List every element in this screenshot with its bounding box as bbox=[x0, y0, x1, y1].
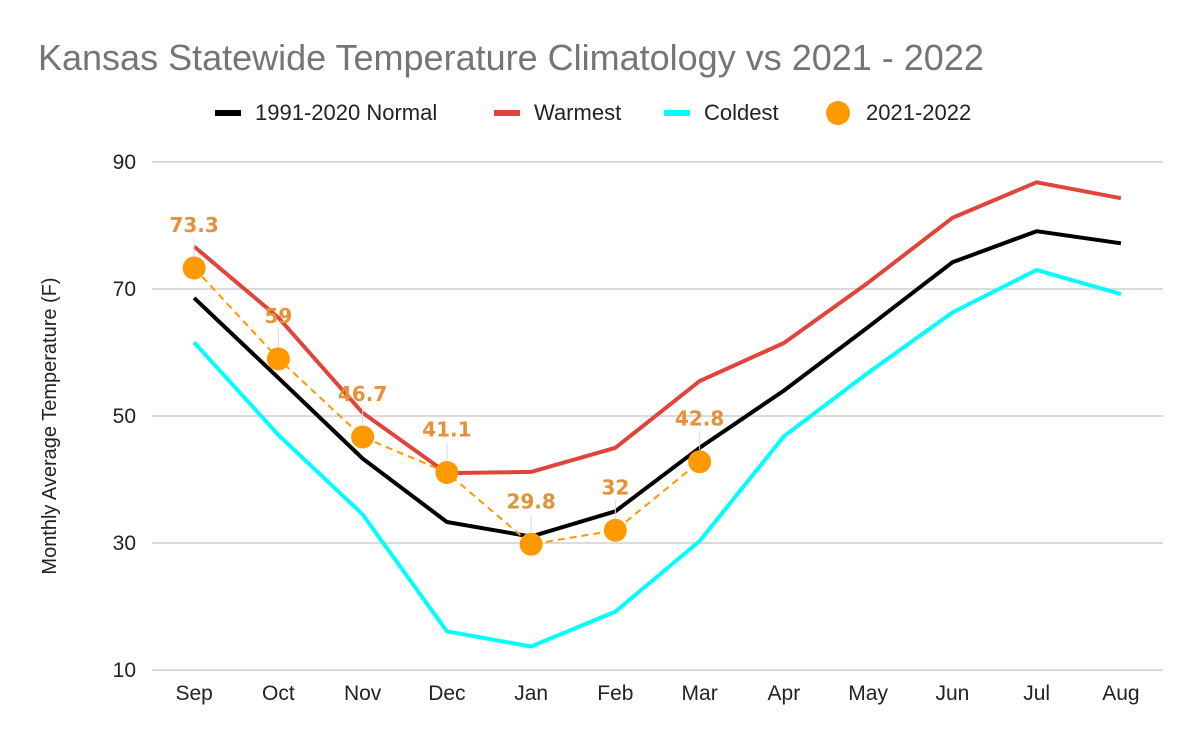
legend: 1991-2020 Normal Warmest Coldest 2021-2022 bbox=[215, 100, 971, 125]
legend-item-warmest: Warmest bbox=[494, 100, 621, 125]
data-point-current bbox=[435, 461, 459, 485]
y-axis-label: Monthly Average Temperature (F) bbox=[39, 277, 61, 574]
data-point-current bbox=[266, 347, 290, 371]
y-axis-ticks: 10 30 50 70 90 bbox=[113, 151, 136, 682]
data-label: 42.8 bbox=[675, 407, 724, 431]
legend-label: 2021-2022 bbox=[866, 100, 971, 125]
x-tick-label: Dec bbox=[428, 682, 465, 705]
series-line-coldest bbox=[192, 267, 1122, 649]
chart-title: Kansas Statewide Temperature Climatology… bbox=[38, 37, 984, 78]
y-tick-label: 30 bbox=[113, 532, 136, 555]
x-tick-label: Jan bbox=[514, 682, 548, 705]
series-layer bbox=[182, 180, 1122, 649]
x-tick-label: May bbox=[848, 682, 888, 705]
legend-item-normal: 1991-2020 Normal bbox=[215, 100, 437, 125]
y-tick-label: 70 bbox=[113, 278, 136, 301]
series-line-warmest bbox=[192, 180, 1122, 476]
legend-label: Coldest bbox=[704, 100, 779, 125]
x-axis-ticks: Sep Oct Nov Dec Jan Feb Mar Apr May Jun Jul Aug bbox=[175, 682, 1139, 705]
x-tick-label: Feb bbox=[597, 682, 633, 705]
data-label: 41.1 bbox=[422, 418, 471, 442]
legend-item-current: 2021-2022 bbox=[826, 100, 971, 125]
x-tick-label: Oct bbox=[262, 682, 295, 705]
data-point-current bbox=[351, 425, 375, 449]
data-label: 73.3 bbox=[169, 213, 218, 237]
series-line-normal bbox=[192, 229, 1122, 539]
data-point-current bbox=[603, 518, 627, 542]
data-label: 59 bbox=[264, 304, 292, 328]
legend-label: Warmest bbox=[534, 100, 621, 125]
data-label: 46.7 bbox=[338, 382, 387, 406]
data-labels: 73.3 59 46.7 41.1 29.8 32 42.8 bbox=[169, 213, 724, 533]
data-point-current bbox=[688, 450, 712, 474]
y-tick-label: 90 bbox=[113, 151, 136, 174]
x-tick-label: Sep bbox=[175, 682, 212, 705]
data-point-current bbox=[519, 532, 543, 556]
legend-swatch bbox=[826, 101, 850, 125]
legend-item-coldest: Coldest bbox=[664, 100, 779, 125]
x-tick-label: Mar bbox=[682, 682, 718, 705]
data-label: 32 bbox=[601, 475, 629, 499]
x-tick-label: Nov bbox=[344, 682, 382, 705]
x-tick-label: Aug bbox=[1102, 682, 1139, 705]
x-tick-label: Jul bbox=[1023, 682, 1050, 705]
data-point-current bbox=[182, 256, 206, 280]
x-tick-label: Jun bbox=[935, 682, 969, 705]
x-tick-label: Apr bbox=[768, 682, 801, 705]
data-label: 29.8 bbox=[506, 489, 555, 513]
legend-label: 1991-2020 Normal bbox=[255, 100, 437, 125]
y-tick-label: 10 bbox=[113, 659, 136, 682]
y-tick-label: 50 bbox=[113, 405, 136, 428]
